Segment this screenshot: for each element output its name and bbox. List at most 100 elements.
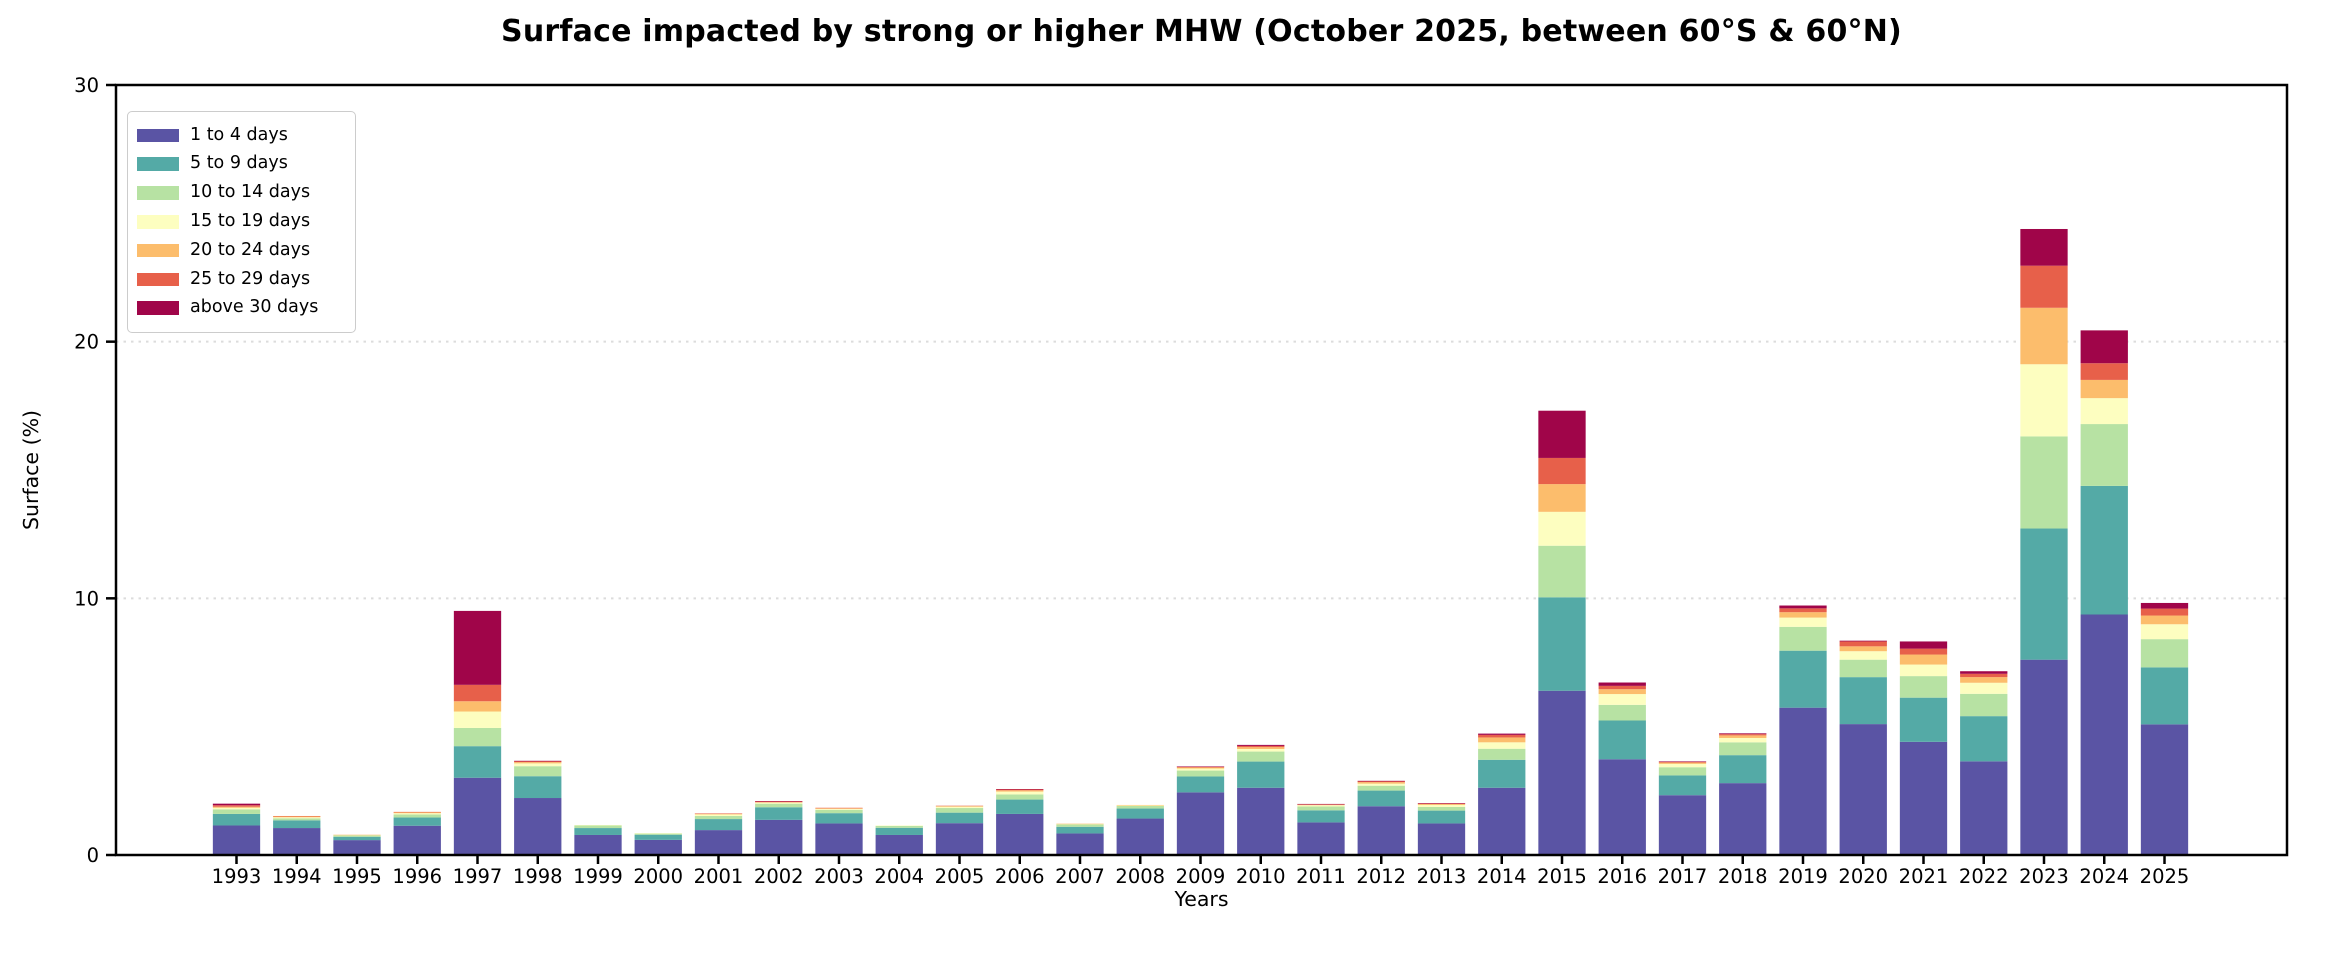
bar-segment	[1538, 545, 1586, 598]
legend-label: 1 to 4 days	[190, 124, 288, 145]
bar-segment	[1598, 694, 1646, 705]
x-tick-label: 2001	[694, 865, 744, 888]
legend-swatch	[137, 243, 179, 258]
x-tick-label: 1996	[392, 865, 442, 888]
bar-segment	[1719, 755, 1767, 784]
legend-item-7: above 30 days	[137, 294, 349, 323]
bar-segment	[453, 684, 502, 702]
bar-segment	[996, 794, 1044, 800]
bar-segment	[273, 816, 321, 818]
x-tick-label: 2003	[814, 865, 864, 888]
legend-swatch	[137, 128, 179, 143]
bar-segment	[1237, 745, 1285, 748]
bar-segment	[514, 766, 562, 777]
x-tick-label: 2019	[1778, 865, 1828, 888]
bar-segment	[1237, 761, 1285, 788]
x-tick-label: 2005	[935, 865, 985, 888]
bar-segment	[935, 806, 984, 809]
bar-segment	[1779, 707, 1827, 855]
bar-segment	[1297, 803, 1345, 805]
x-tick-label: 2008	[1115, 865, 1165, 888]
bar-segment	[1538, 410, 1586, 458]
bar-segment	[1357, 790, 1405, 807]
bar-segment	[273, 828, 321, 855]
bar-segment	[1658, 762, 1707, 764]
bar-segment	[333, 840, 381, 855]
bar-segment	[755, 819, 803, 855]
bar-segment	[1478, 787, 1526, 855]
bar-segment	[1839, 659, 1887, 678]
bar-segment	[815, 813, 863, 824]
bar-segment	[1779, 608, 1827, 613]
bar-segment	[755, 801, 803, 802]
bar-segment	[514, 776, 562, 799]
bar-segment	[1116, 818, 1164, 855]
bar-segment	[935, 823, 984, 855]
bar-segment	[514, 763, 562, 767]
bar-segment	[1658, 761, 1707, 763]
bar-segment	[1478, 734, 1526, 738]
bar-segment	[1899, 648, 1948, 655]
bar-segment	[1779, 650, 1827, 708]
bar-segment	[2020, 364, 2068, 437]
bar-segment	[935, 805, 984, 807]
legend-swatch	[137, 186, 179, 200]
x-tick-label: 1993	[212, 865, 262, 888]
bar-segment	[1237, 787, 1285, 855]
bar-segment	[1297, 806, 1345, 811]
bar-segment	[1538, 597, 1586, 691]
bar-segment	[393, 825, 441, 855]
bar-segment	[574, 825, 622, 829]
bar-segment	[1839, 651, 1887, 660]
bar-segment	[2140, 724, 2189, 855]
bar-segment	[1658, 775, 1707, 796]
bar-segment	[1779, 617, 1827, 627]
chart-title: Surface impacted by strong or higher MHW…	[501, 14, 1902, 49]
bar-segment	[1478, 742, 1526, 749]
bar-segment	[1297, 810, 1345, 823]
bar-segment	[393, 817, 441, 826]
bar-segment	[453, 610, 502, 685]
legend-item-2: 5 to 9 days	[137, 150, 349, 179]
bar-segment	[755, 807, 803, 820]
bar-segment	[1598, 720, 1646, 760]
bar-segment	[1719, 735, 1767, 738]
bar-segment	[1056, 826, 1104, 834]
bar-segment	[1417, 804, 1466, 808]
bar-segment	[1237, 751, 1285, 762]
bar-segment	[1839, 641, 1887, 647]
bar-segment	[514, 798, 562, 855]
x-tick-label: 2007	[1055, 865, 1105, 888]
x-tick-label: 2017	[1658, 865, 1708, 888]
bar-segment	[1899, 676, 1948, 698]
bar-segment	[514, 761, 562, 763]
bar-segment	[1839, 677, 1887, 725]
y-tick-label: 0	[87, 844, 99, 867]
bar-segment	[2080, 485, 2128, 615]
x-tick-label: 2009	[1176, 865, 1226, 888]
legend-item-4: 15 to 19 days	[137, 207, 349, 236]
x-tick-label: 2000	[633, 865, 683, 888]
legend-label: 10 to 14 days	[190, 182, 311, 203]
bar-segment	[755, 803, 803, 808]
bar-segment	[212, 813, 261, 826]
bar-segment	[1779, 612, 1827, 618]
bar-segment	[694, 815, 743, 820]
bar-segment	[393, 812, 441, 814]
bar-segment	[996, 789, 1044, 791]
y-tick-label: 30	[74, 74, 99, 97]
bar-segment	[2020, 659, 2068, 855]
bar-segment	[1297, 822, 1345, 855]
bar-segment	[996, 789, 1044, 790]
bar-segment	[1478, 737, 1526, 743]
bar-segment	[1719, 734, 1767, 736]
x-tick-label: 1994	[272, 865, 322, 888]
legend-label: 20 to 24 days	[190, 239, 311, 260]
bar-segment	[1176, 770, 1225, 777]
bar-segment	[815, 807, 863, 809]
bar-segment	[694, 819, 743, 831]
legend-label: 25 to 29 days	[190, 268, 311, 289]
x-tick-label: 2015	[1537, 865, 1587, 888]
